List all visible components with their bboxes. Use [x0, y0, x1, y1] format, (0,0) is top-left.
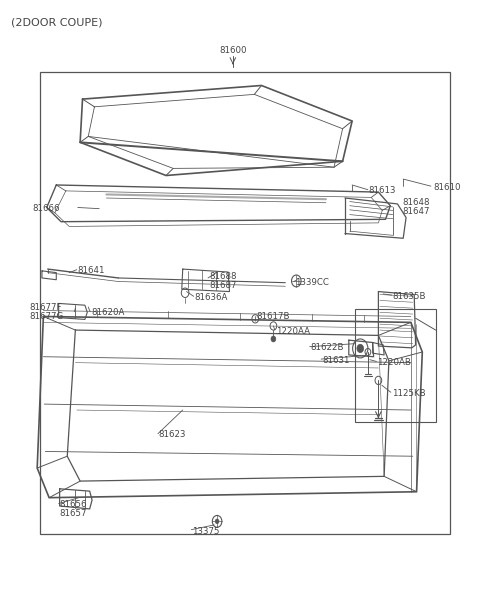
Circle shape	[215, 519, 219, 524]
Text: 81677G: 81677G	[29, 312, 63, 321]
Text: 1125KB: 1125KB	[392, 389, 425, 398]
Text: 81677F: 81677F	[29, 303, 61, 312]
Text: 13375: 13375	[192, 527, 220, 536]
Text: 81613: 81613	[369, 186, 396, 195]
Text: 81631: 81631	[322, 356, 349, 365]
Text: 81641: 81641	[78, 267, 105, 275]
Text: 1220AA: 1220AA	[276, 327, 310, 336]
Text: 81648: 81648	[402, 198, 430, 207]
Text: 81610: 81610	[433, 183, 461, 192]
Text: 1220AB: 1220AB	[377, 358, 411, 367]
Text: 81657: 81657	[60, 509, 87, 518]
Bar	[355, 309, 436, 422]
Text: 81620A: 81620A	[91, 308, 124, 317]
Text: 81656: 81656	[60, 500, 87, 509]
Text: (2DOOR COUPE): (2DOOR COUPE)	[11, 17, 102, 27]
Bar	[39, 73, 450, 534]
Text: 81622B: 81622B	[311, 343, 344, 352]
Circle shape	[271, 336, 276, 342]
Text: 81617B: 81617B	[257, 312, 290, 321]
Text: 81688: 81688	[209, 273, 237, 281]
Circle shape	[357, 345, 364, 353]
Text: 81687: 81687	[209, 281, 237, 290]
Text: 81600: 81600	[219, 46, 247, 55]
Text: 81647: 81647	[402, 207, 430, 216]
Text: 81635B: 81635B	[393, 292, 426, 301]
Text: 81636A: 81636A	[195, 293, 228, 302]
Text: 81623: 81623	[159, 430, 186, 439]
Text: 81666: 81666	[33, 204, 60, 213]
Text: 1339CC: 1339CC	[295, 278, 329, 287]
